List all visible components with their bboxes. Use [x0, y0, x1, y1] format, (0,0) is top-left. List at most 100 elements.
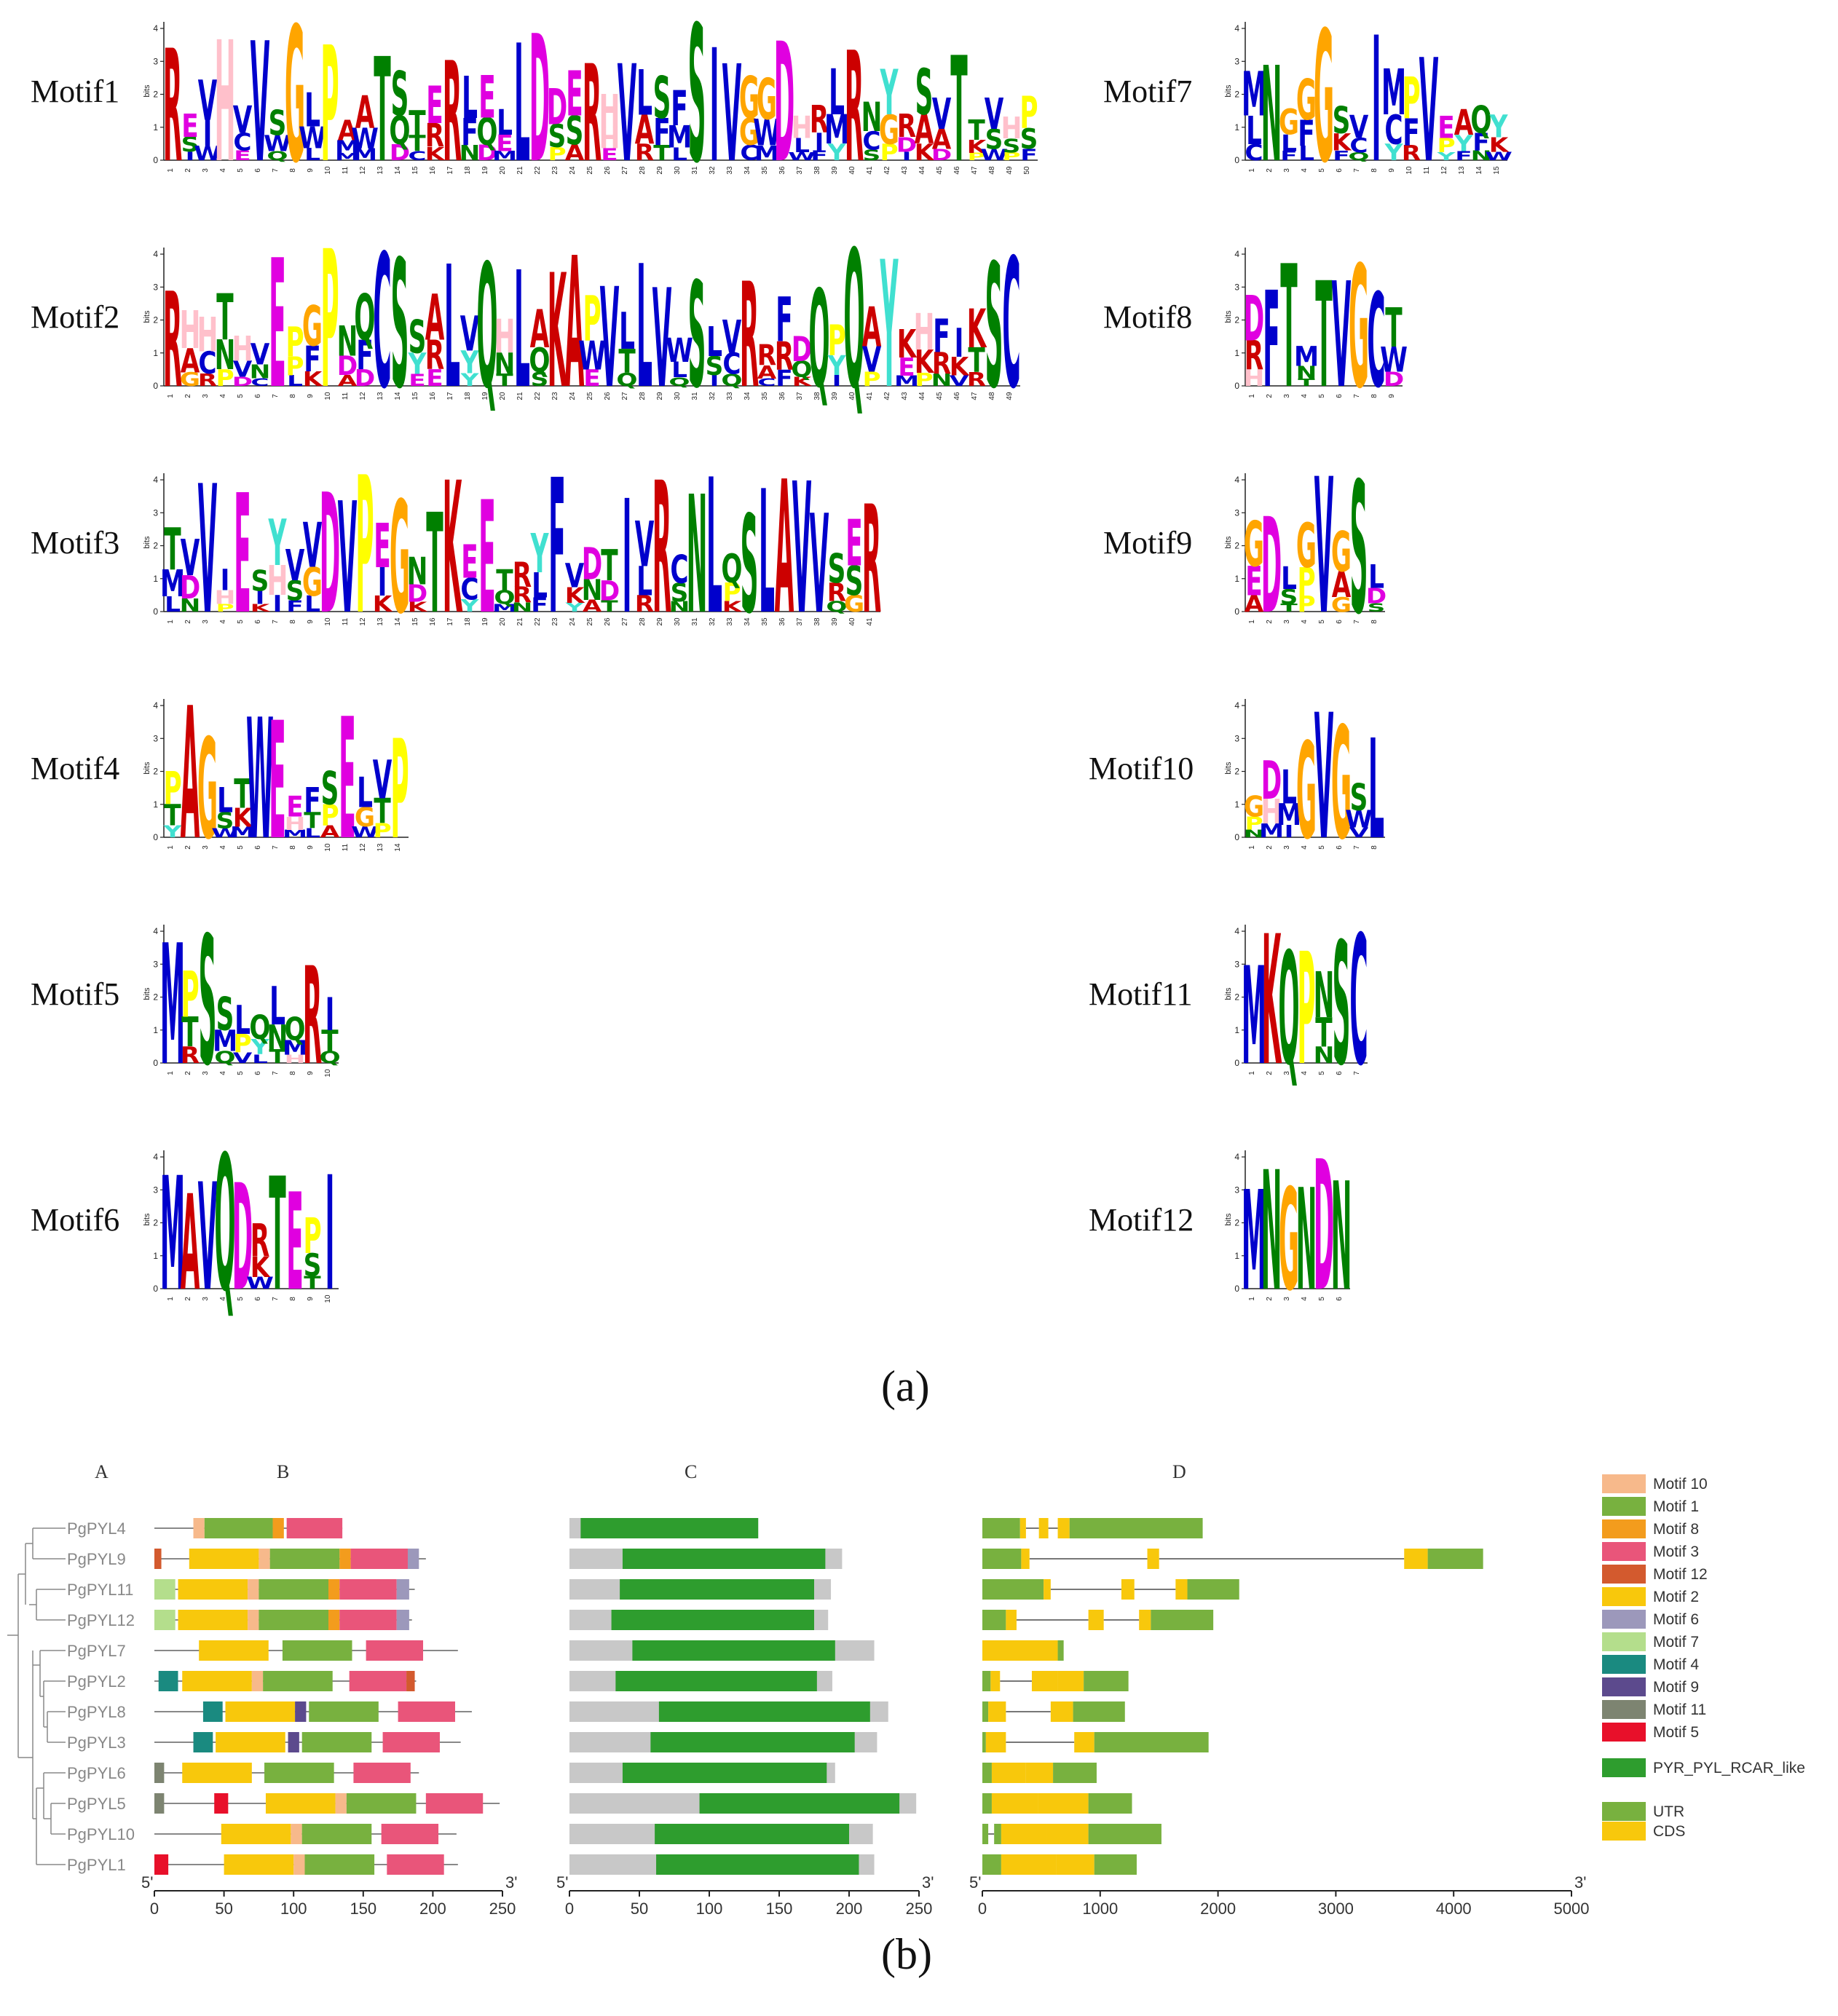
- logo-letter: V: [618, 38, 637, 189]
- cds-block: [1175, 1579, 1188, 1600]
- logo-position-label: 7: [272, 1297, 280, 1301]
- logo-letter: T: [216, 280, 233, 355]
- logo-letter: A: [338, 114, 358, 147]
- logo-letter: V: [652, 261, 672, 415]
- logo-position-label: 25: [586, 166, 594, 175]
- logo-ytick: 3: [153, 733, 158, 743]
- logo-letter: I: [902, 150, 912, 163]
- logo-letter: V: [810, 486, 829, 641]
- logo-position-label: 5: [1318, 620, 1326, 624]
- logo-position-label: 2: [1266, 168, 1274, 173]
- logo-letter: F: [286, 598, 303, 616]
- logo-letter: K: [967, 299, 987, 360]
- motif-block: [269, 1549, 340, 1569]
- logo-letter: R: [635, 140, 654, 166]
- logo-letter: S: [1333, 917, 1351, 1092]
- logo-letter: K: [967, 136, 988, 157]
- logo-position-label: 17: [446, 392, 454, 400]
- logo-letter: C: [408, 149, 426, 163]
- legend-label: Motif 8: [1653, 1521, 1699, 1538]
- motif-block: [154, 1549, 162, 1569]
- logo-letter: K: [722, 598, 743, 615]
- logo-letter: D: [529, 15, 550, 189]
- logo-bits-label: bits: [1224, 310, 1233, 323]
- motif-block: [346, 1793, 417, 1814]
- panel-label-b: (b): [881, 1930, 932, 1978]
- logo-letter: S: [828, 546, 846, 593]
- logo-position-label: 4: [1301, 1071, 1309, 1075]
- logo-letter: G: [1296, 68, 1317, 133]
- motif-block: [264, 1763, 334, 1783]
- logo-letter: M: [894, 373, 919, 390]
- logo-letter: P: [373, 821, 391, 842]
- logo-letter: K: [443, 466, 463, 641]
- cds-block: [1057, 1518, 1070, 1538]
- legend-label: Motif 6: [1653, 1611, 1699, 1628]
- logo-position-label: 3: [202, 620, 210, 624]
- logo-ytick: 3: [153, 1185, 158, 1195]
- logo-letter: A: [583, 596, 602, 615]
- logo-position-label: 9: [307, 845, 315, 850]
- logo-position-label: 1: [1248, 845, 1256, 850]
- logo-letter: S: [391, 59, 409, 130]
- logo-bits-label: bits: [143, 310, 151, 323]
- logo-letter: A: [181, 1167, 200, 1318]
- logo-position-label: 5: [237, 168, 245, 173]
- logo-letter: M: [213, 1024, 237, 1058]
- logo-letter: I: [256, 588, 265, 609]
- logo-position-label: 5: [1318, 1297, 1326, 1301]
- logo-letter: K: [915, 344, 935, 381]
- motif-block: [193, 1732, 213, 1752]
- logo-letter: C: [862, 127, 880, 156]
- subpanel-letter-C: C: [685, 1461, 697, 1482]
- logo-position-label: 9: [307, 168, 315, 173]
- logo-letter: P: [1297, 559, 1315, 605]
- logo-letter: T: [1298, 377, 1315, 389]
- logo-letter: E: [566, 59, 583, 130]
- logo-position-label: 35: [761, 392, 769, 400]
- logo-letter: R: [198, 371, 217, 390]
- logo-position-label: 44: [918, 166, 926, 175]
- utr-block: [1084, 1671, 1129, 1691]
- logo-letter: D: [1314, 1143, 1334, 1318]
- logo-letter: Q: [214, 1048, 235, 1067]
- logo-letter: D: [180, 570, 200, 606]
- logo-letter: A: [425, 281, 445, 355]
- utr-block: [1088, 1793, 1132, 1814]
- logo-letter: P: [1297, 591, 1315, 617]
- logo-letter: Y: [530, 523, 549, 585]
- logo-letter: C: [373, 240, 391, 415]
- motif-block: [248, 1579, 259, 1600]
- logo-letter: L: [794, 135, 810, 157]
- logo-letter: D: [232, 375, 253, 390]
- panel-label-a: (a): [881, 1362, 930, 1410]
- logo-bits-label: bits: [143, 762, 151, 775]
- logo-position-label: 6: [1336, 1071, 1344, 1075]
- logo-letter: H: [1001, 111, 1022, 146]
- logo-letter: F: [304, 339, 320, 380]
- logo-letter: Q: [476, 111, 497, 154]
- logo-letter: C: [1367, 266, 1385, 415]
- logo-letter: F: [1333, 149, 1349, 164]
- utr-block: [1187, 1579, 1239, 1600]
- logo-letter: N: [1471, 148, 1492, 163]
- logo-letter: T: [374, 28, 390, 189]
- logo-position-label: 7: [272, 394, 280, 398]
- gene-axis-tick-label: 1000: [1082, 1900, 1118, 1918]
- logo-position-label: 40: [848, 392, 856, 400]
- logo-position-label: 35: [761, 617, 769, 626]
- logo-letter: G: [1314, 15, 1334, 189]
- logo-letter: D: [1366, 585, 1387, 608]
- logo-letter: S: [1020, 122, 1038, 155]
- logo-letter: F: [1263, 264, 1279, 415]
- logo-position-label: 20: [499, 392, 507, 400]
- logo-letter: I: [378, 559, 387, 605]
- logo-position-label: 12: [359, 843, 367, 852]
- logo-letter: G: [1331, 520, 1352, 585]
- logo-letter: S: [321, 762, 339, 815]
- logo-letter: E: [461, 536, 478, 589]
- utr-block: [1069, 1518, 1203, 1538]
- logo-position-label: 2: [184, 394, 192, 398]
- cds-block: [991, 1763, 1026, 1783]
